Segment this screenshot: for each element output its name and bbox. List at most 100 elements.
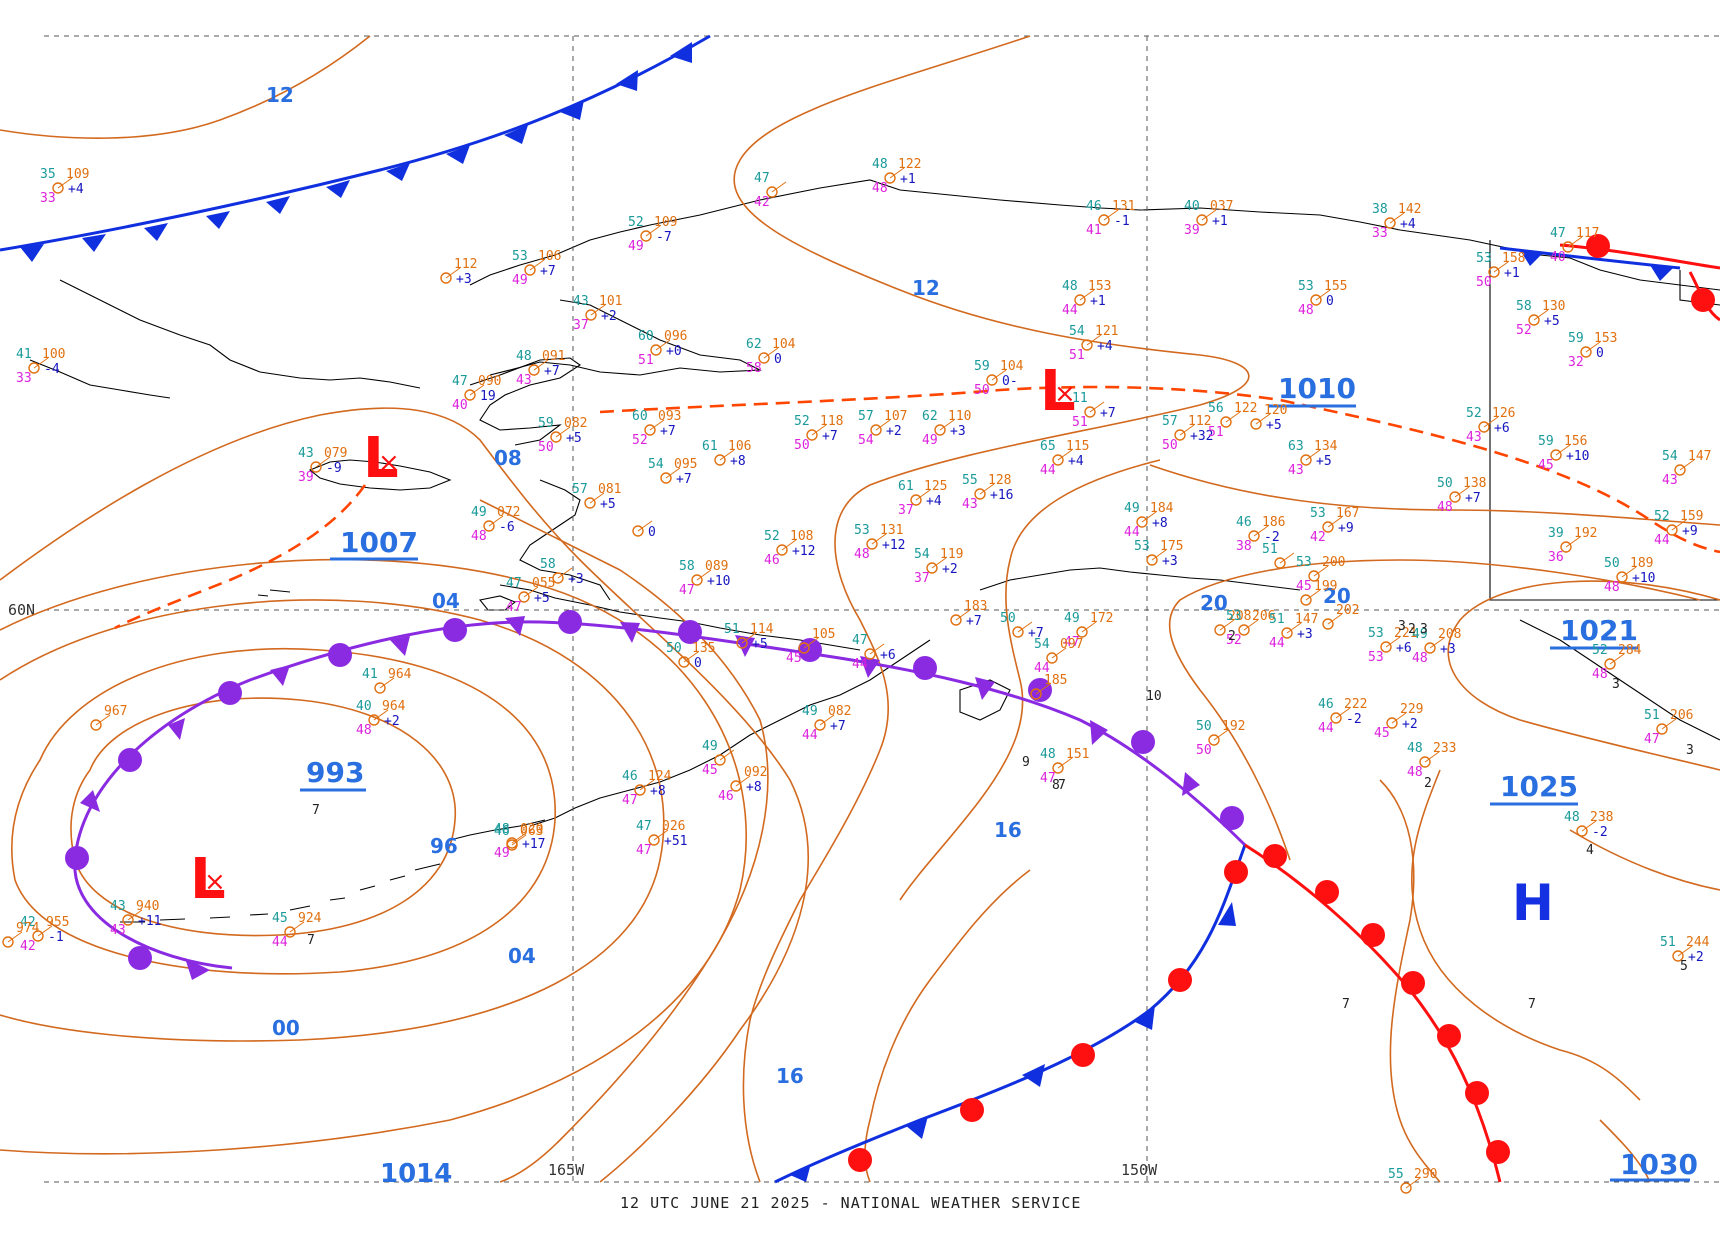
wind-barb	[1454, 486, 1470, 498]
station-plot	[464, 384, 485, 401]
station-value: 221	[1394, 626, 1417, 641]
station-value: 967	[104, 704, 127, 719]
station-circle	[950, 614, 962, 626]
warm-bump	[1361, 923, 1385, 947]
station-value: 35	[40, 167, 56, 182]
station-circle	[1580, 346, 1592, 358]
station-value: 101	[599, 294, 622, 309]
station-value: 49	[628, 239, 644, 254]
station-value: 208	[1228, 609, 1251, 624]
station-value: 52	[1654, 509, 1670, 524]
wind-barb	[1679, 459, 1695, 471]
occluded-barb	[1090, 720, 1108, 745]
cold-front-ne-barbs	[1520, 250, 1674, 281]
station-value: 51	[724, 622, 740, 637]
isobar-label: 20	[1200, 591, 1228, 615]
station-value: 41	[1086, 223, 1102, 238]
occluded-bump	[65, 846, 89, 870]
station-value: 50	[1162, 438, 1178, 453]
wind-barb	[639, 779, 655, 791]
station-circle	[974, 488, 986, 500]
station-circle	[1052, 762, 1064, 774]
low-center-value-1007: 1007	[340, 526, 418, 559]
isobar-1004-a	[0, 558, 747, 1155]
wind-barb	[1555, 444, 1571, 456]
station-value: 48	[872, 157, 888, 172]
station-circle	[650, 344, 662, 356]
station-plot	[1196, 209, 1217, 226]
wind-barb	[1179, 424, 1195, 436]
station-value: 2	[1424, 776, 1432, 791]
station-value: 52	[632, 433, 648, 448]
wind-barb	[1079, 289, 1095, 301]
wind-barb	[763, 347, 779, 359]
station-circle	[506, 837, 518, 849]
station-value: 44	[852, 657, 868, 672]
station-plot	[1400, 1177, 1421, 1194]
station-circle	[806, 429, 818, 441]
wind-barb	[637, 520, 653, 532]
station-plot	[1052, 449, 1073, 466]
station-value: +7	[1100, 406, 1116, 421]
station-value: 39	[1184, 223, 1200, 238]
station-value: 47	[452, 374, 468, 389]
station-plot	[1674, 459, 1695, 476]
isobar-label: 12	[912, 276, 940, 300]
cold-barb	[670, 42, 692, 63]
wind-barb	[315, 456, 331, 468]
station-plot	[736, 632, 757, 649]
station-plot	[660, 467, 681, 484]
station-value: 184	[1150, 501, 1174, 516]
pressure-centers: L × 1007 L × 1010 L × 993 1021 1025 H	[190, 359, 1638, 932]
wind-barb	[875, 419, 891, 431]
station-plot	[1656, 718, 1677, 735]
map-caption: 12 UTC JUNE 21 2025 - NATIONAL WEATHER S…	[620, 1194, 1081, 1212]
isobar-1004-b	[479, 499, 769, 1183]
station-value: +3	[456, 272, 472, 287]
wind-barb	[523, 586, 539, 598]
wind-barb	[1313, 565, 1329, 577]
wind-barb	[1533, 309, 1549, 321]
station-value: +5	[534, 591, 550, 606]
station-value: -2	[1346, 712, 1362, 727]
isobar-1000	[0, 599, 665, 1042]
station-value: 120	[1264, 403, 1287, 418]
station-value: 50	[794, 438, 810, 453]
wind-barb	[649, 419, 665, 431]
station-value: 105	[812, 627, 835, 642]
cold-barb	[1135, 1005, 1155, 1030]
wind-barb	[1305, 589, 1321, 601]
station-value: +8	[650, 784, 666, 799]
station-value: 48	[356, 723, 372, 738]
station-value: +2	[601, 309, 617, 324]
station-value: 44	[1034, 661, 1050, 676]
station-value: +51	[664, 834, 687, 849]
station-circle	[884, 172, 896, 184]
station-circle	[644, 424, 656, 436]
wind-barb	[1213, 729, 1229, 741]
station-circle	[1488, 266, 1500, 278]
station-value: 020	[520, 822, 543, 837]
station-circle	[1424, 642, 1436, 654]
station-value: 0	[774, 352, 782, 367]
wind-barb	[1391, 712, 1407, 724]
cold-barb	[1520, 250, 1544, 266]
wind-barb	[819, 714, 835, 726]
wind-barb	[979, 483, 995, 495]
station-value: +9	[1338, 521, 1354, 536]
isobar-label: 04	[508, 944, 536, 968]
occluded-barb	[80, 790, 100, 812]
warm-front-east-bumps	[1263, 844, 1510, 1164]
station-circle	[1419, 756, 1431, 768]
station-circle	[1208, 734, 1220, 746]
station-value: 47	[506, 576, 522, 591]
station-value: 104	[772, 337, 796, 352]
wind-barb	[1219, 619, 1235, 631]
station-value: 4	[1586, 843, 1594, 858]
station-value: 0	[694, 656, 702, 671]
station-circle	[374, 682, 386, 694]
station-value: +3	[1162, 554, 1178, 569]
station-value: 48	[1040, 747, 1056, 762]
station-circle	[660, 472, 672, 484]
station-plot	[798, 637, 819, 654]
